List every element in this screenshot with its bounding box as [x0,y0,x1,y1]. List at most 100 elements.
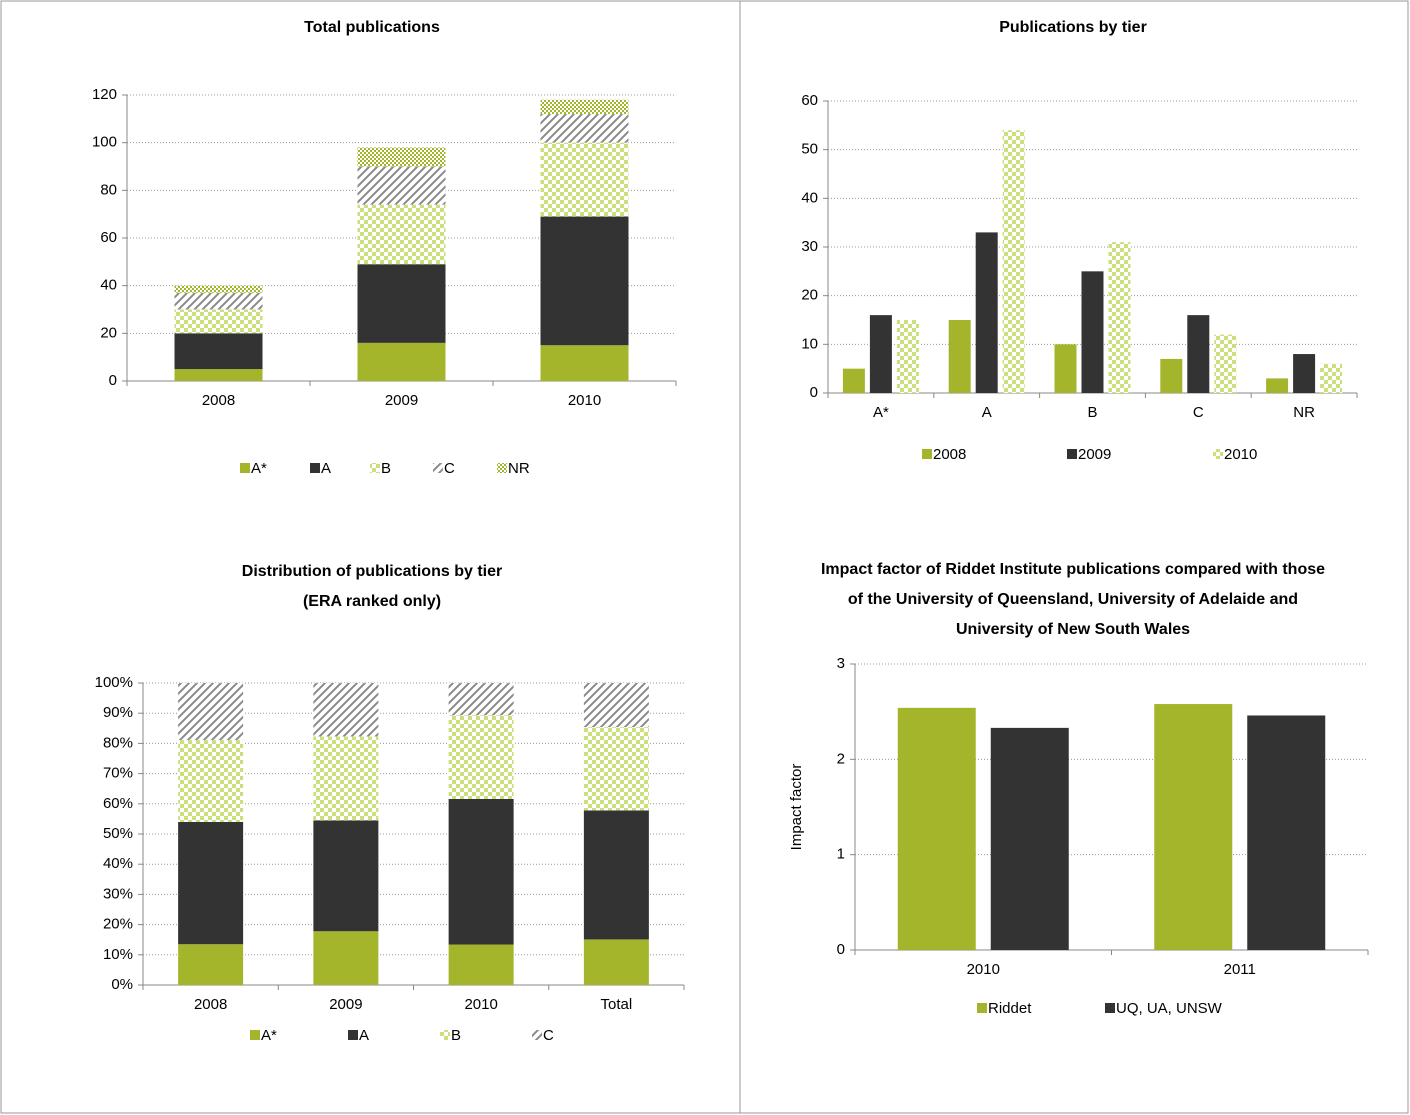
bar [1108,242,1131,393]
y-tick-label: 2 [837,750,845,767]
bar-segment [313,683,379,737]
legend-swatch [497,463,507,473]
bar-segment [540,99,629,115]
y-tick-label: 20% [103,916,133,933]
bar [1160,358,1183,393]
y-tick-label: 50 [801,141,818,158]
bar-segment [178,683,244,741]
bar-segment [174,292,263,310]
bar-segment [174,369,263,381]
y-tick-label: 100 [92,134,117,151]
y-tick-label: 10% [103,946,133,963]
bar-segment [313,820,379,932]
bar-segment [357,147,446,167]
legend-label: C [444,460,455,477]
legend-swatch [433,463,443,473]
y-tick-label: 20 [100,324,117,341]
x-tick-label: 2010 [967,961,1000,978]
bar [975,232,998,393]
bar-segment [583,683,649,728]
x-tick-label: B [1087,404,1097,421]
bar [1154,704,1233,950]
y-tick-label: 40% [103,855,133,872]
legend-label: 2009 [1078,446,1111,463]
x-tick-label: 2009 [329,996,362,1013]
bar-segment [178,944,244,985]
y-tick-label: 80 [100,181,117,198]
legend-label: A* [261,1027,277,1044]
y-tick-label: 80% [103,734,133,751]
x-tick-label: 2010 [464,996,497,1013]
x-tick-label: A* [873,404,889,421]
y-tick-label: 0% [111,976,133,993]
legend-swatch [240,463,250,473]
chart-title: (ERA ranked only) [303,593,441,610]
legend-swatch [1213,449,1223,459]
x-tick-label: Total [601,996,633,1013]
bar [1054,344,1077,393]
chart-title: Distribution of publications by tier [242,563,502,580]
legend-swatch [310,463,320,473]
bar [1320,363,1343,393]
legend-label: A [359,1027,369,1044]
y-tick-label: 60 [100,229,117,246]
legend-label: 2010 [1224,446,1257,463]
y-tick-label: 0 [109,372,117,389]
x-tick-label: C [1193,404,1204,421]
y-tick-label: 70% [103,765,133,782]
bar-segment [357,166,446,205]
chart-title: of the University of Queensland, Univers… [848,591,1298,608]
bar [869,315,892,393]
y-tick-label: 100% [95,674,133,691]
legend-label: NR [508,460,530,477]
y-tick-label: 60 [801,92,818,109]
bar [1293,354,1316,393]
y-tick-label: 60% [103,795,133,812]
bar-segment [540,345,629,381]
bar [1247,715,1326,950]
bar [1266,378,1289,393]
bar [948,320,971,393]
legend-swatch [370,463,380,473]
y-tick-label: 90% [103,704,133,721]
x-tick-label: 2008 [194,996,227,1013]
y-axis-title: Impact factor [788,764,805,851]
bar-segment [540,142,629,217]
x-tick-label: 2011 [1224,961,1256,978]
bar [1214,334,1237,393]
bar-segment [174,285,263,293]
bar-segment [448,715,514,799]
legend-label: UQ, UA, UNSW [1116,1000,1223,1017]
bar-segment [313,736,379,821]
x-tick-label: A [982,404,992,421]
y-tick-label: 30 [801,238,818,255]
bar-segment [583,939,649,985]
bar-segment [540,114,629,143]
x-tick-label: 2008 [202,392,235,409]
bar-segment [174,309,263,334]
x-tick-label: 2009 [385,392,418,409]
bar-segment [357,342,446,381]
chart-title: Impact factor of Riddet Institute public… [821,561,1325,578]
y-tick-label: 20 [801,287,818,304]
y-tick-label: 50% [103,825,133,842]
y-tick-label: 40 [801,189,818,206]
bar [1081,271,1104,393]
y-tick-label: 0 [837,941,845,958]
x-tick-label: NR [1293,404,1315,421]
y-tick-label: 3 [837,655,845,672]
bar [990,727,1069,950]
legend-label: A [321,460,331,477]
bar-segment [583,810,649,940]
bar-segment [448,683,514,716]
bar-segment [174,333,263,370]
y-tick-label: 10 [801,335,818,352]
bar [842,368,865,393]
legend-label: Riddet [988,1000,1032,1017]
y-tick-label: 30% [103,885,133,902]
legend-swatch [250,1030,260,1040]
legend-swatch [440,1030,450,1040]
bar [896,320,919,393]
